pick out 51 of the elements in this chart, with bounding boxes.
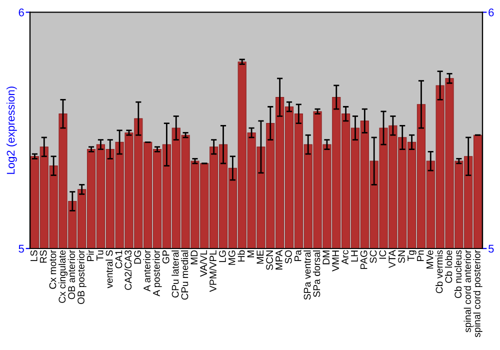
x-tick-label: OB posterior [77,250,86,304]
x-tick-label: SN [398,250,405,263]
x-tick-label: SPa ventral [304,250,311,300]
x-tick-label: spinal cord posterior [473,250,482,338]
x-tick-label: Cb lobe [444,250,452,283]
x-tick-label: IC [379,250,386,259]
x-tick-label: spinal cord anterior [464,250,473,332]
x-tick-label: Tu [96,250,104,261]
x-tick-label: LG [218,250,226,262]
x-tick-label: CPu medial [181,250,188,300]
x-tick-label: ventral S [106,250,113,288]
x-tick-label: Pa [294,250,302,261]
x-tick-label: Pir [86,250,94,261]
x-tick-label: OB anterior [68,250,76,300]
x-tick-label: VTA [388,250,396,268]
x-tick-label: VA/VL [200,250,208,277]
y-axis-title: Log2 (expression) [6,86,17,174]
x-tick-label: CA1 [115,250,122,268]
x-tick-label: A posterior [152,250,162,296]
x-tick-label: SC [370,250,377,263]
x-tick-label: A anterior [143,250,150,292]
x-tick-label: DG [134,250,142,264]
x-tick-label: SCN [266,250,273,270]
x-tick-label: MVe [426,250,434,269]
x-tick-label: Cx cingulate [58,250,68,303]
x-tick-label: VMH [332,250,339,272]
y2-tick-label: 5 [488,244,494,253]
y2-tick-label: 6 [488,8,494,16]
x-tick-label: MD [190,250,198,264]
x-tick-label: Pn [417,250,424,261]
x-tick-label: SO [284,250,292,264]
x-tick-label: VPM/VPL [209,250,216,292]
x-tick-label: Cb nucleus [454,250,462,298]
x-tick-label: DM [322,250,330,264]
x-tick-label: Tg [408,250,416,262]
x-tick-label: Hb [238,250,245,262]
x-tick-label: CPu lateral [172,250,179,298]
x-tick-label: ME [256,250,264,264]
x-tick-label: PAG [360,250,368,269]
x-tick-label: Cx motor [49,250,56,289]
x-tick-label: GP [162,250,170,264]
x-tick-label: Cb vermis [436,250,443,294]
x-tick-label: MG [228,250,236,265]
x-tick-label: SPa dorsal [312,250,320,297]
x-tick-label: Arc [342,250,348,264]
x-tick-label: LS [30,250,38,261]
x-tick-label: M [247,250,254,258]
x-tick-label: MPA [276,250,282,270]
x-tick-label: RS [40,250,47,263]
x-tick-label: CA2/CA3 [124,250,132,290]
x-tick-label: LH [351,250,358,262]
